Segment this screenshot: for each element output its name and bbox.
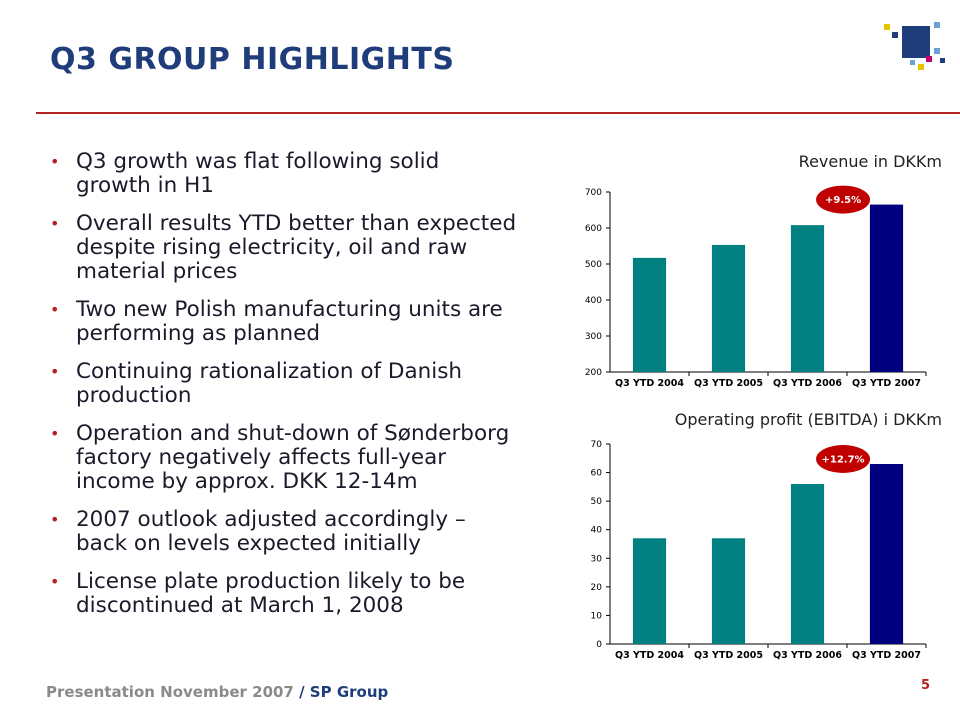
- category-label: Q3 YTD 2005: [694, 650, 763, 661]
- y-tick-label: 40: [591, 526, 603, 536]
- bar: [869, 464, 904, 644]
- bullet-text: Overall results YTD better than expected…: [76, 211, 517, 284]
- y-tick-label: 20: [591, 583, 603, 593]
- bullet-text: 2007 outlook adjusted accordingly – back…: [76, 507, 466, 556]
- page-title: Q3 GROUP HIGHLIGHTS: [50, 42, 455, 77]
- bullet-text: License plate production likely to be di…: [76, 569, 466, 618]
- bar: [790, 484, 825, 644]
- footer-presentation-text: Presentation November 2007: [46, 683, 300, 701]
- bullet-dot: •: [50, 214, 60, 233]
- footer-company: / SP Group: [299, 683, 389, 701]
- y-tick-label: 30: [591, 554, 603, 564]
- bullet-item: • Operation and shut-down of Sønderborg f…: [48, 422, 518, 494]
- bullet-dot: •: [50, 424, 60, 443]
- y-tick-label: 50: [591, 497, 603, 507]
- y-tick-label: 300: [585, 332, 602, 342]
- category-label: Q3 YTD 2004: [615, 650, 684, 661]
- bullet-dot: •: [50, 152, 60, 171]
- y-tick-label: 700: [585, 188, 602, 198]
- bullet-item: • Q3 growth was flat following solid grow…: [48, 150, 518, 198]
- bullet-dot: •: [50, 362, 60, 381]
- bullet-dot: •: [50, 510, 60, 529]
- ebitda-chart: 0 10 20 30 40 50 60 70 Q3 YTD 2004 Q3 YTD 2005 Q3 …: [591, 440, 927, 661]
- bullet-item: • Two new Polish manufacturing units are …: [48, 298, 518, 346]
- category-label: Q3 YTD 2006: [773, 650, 842, 661]
- y-tick-label: 200: [585, 368, 602, 378]
- bullet-text: Operation and shut-down of Sønderborg fa…: [76, 421, 510, 494]
- category-label: Q3 YTD 2004: [615, 378, 684, 389]
- y-tick-label: 600: [585, 224, 602, 234]
- growth-badge-label: +12.7%: [822, 455, 865, 466]
- bar: [869, 204, 904, 372]
- title-divider: [36, 112, 960, 114]
- ebitda-chart-title: Operating profit (EBITDA) i DKKm: [674, 410, 942, 429]
- bar: [711, 538, 746, 644]
- bullet-item: • License plate production likely to be d…: [48, 570, 518, 618]
- bullet-dot: •: [50, 572, 60, 591]
- y-tick-label: 60: [591, 469, 603, 479]
- bar: [790, 225, 825, 372]
- bar: [632, 538, 667, 644]
- category-label: Q3 YTD 2005: [694, 378, 763, 389]
- bar: [711, 244, 746, 372]
- footer: Presentation November 2007 / SP Group: [46, 683, 388, 701]
- highlights-list: • Q3 growth was flat following solid grow…: [48, 150, 518, 632]
- y-tick-label: 500: [585, 260, 602, 270]
- category-label: Q3 YTD 2007: [852, 650, 921, 661]
- sp-group-logo: [884, 22, 945, 70]
- bullet-text: Q3 growth was flat following solid growt…: [76, 149, 440, 198]
- category-label: Q3 YTD 2007: [852, 378, 921, 389]
- revenue-chart-title: Revenue in DKKm: [798, 152, 942, 171]
- bullet-item: • Overall results YTD better than expecte…: [48, 212, 518, 284]
- bar: [632, 257, 667, 372]
- bullet-text: Continuing rationalization of Danish pro…: [76, 359, 463, 408]
- revenue-chart: 200 300 400 500 600 700 Q3 YTD 2004 Q3 YTD 2005…: [585, 185, 927, 389]
- y-tick-label: 10: [591, 611, 603, 621]
- bullet-item: • 2007 outlook adjusted accordingly – bac…: [48, 508, 518, 556]
- growth-badge-label: +9.5%: [825, 195, 861, 206]
- growth-badge: [816, 445, 871, 473]
- y-tick-label: 70: [591, 440, 603, 450]
- category-label: Q3 YTD 2006: [773, 378, 842, 389]
- bullet-item: • Continuing rationalization of Danish pr…: [48, 360, 518, 408]
- growth-badge: [816, 185, 871, 214]
- y-tick-label: 0: [596, 640, 602, 650]
- y-tick-label: 400: [585, 296, 602, 306]
- page-number: 5: [920, 678, 930, 693]
- bullet-dot: •: [50, 300, 60, 319]
- bullet-text: Two new Polish manufacturing units are p…: [76, 297, 503, 346]
